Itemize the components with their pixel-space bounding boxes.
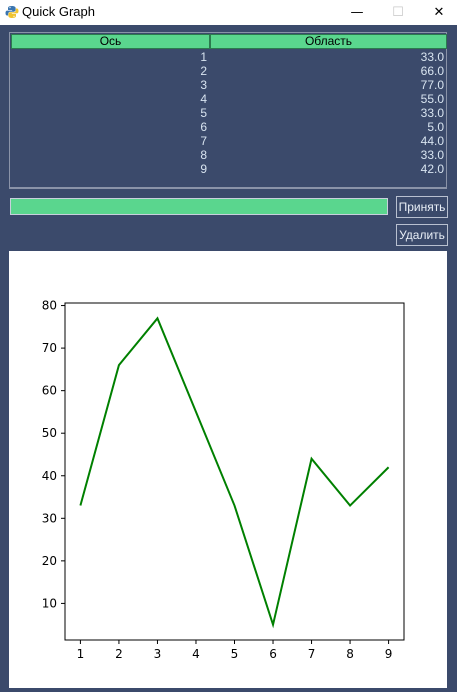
y-tick-label: 20 [42,554,57,568]
y-tick-label: 60 [42,384,57,398]
cell-axis: 7 [200,134,207,148]
cell-area: 66.0 [420,64,444,78]
title-bar: Quick Graph — ☐ ✕ [0,0,457,25]
series-line [79,316,390,629]
table-row[interactable]: 8 33.0 [11,148,444,162]
data-table[interactable]: Ось Область 1 33.0 2 66.0 3 77.0 4 55.0 5 33.0 6 5.… [9,32,447,188]
maximize-icon: ☐ [392,5,404,20]
column-header-area[interactable]: Область [210,34,447,49]
cell-area: 33.0 [420,148,444,162]
cell-axis: 9 [200,162,207,176]
cell-area: 77.0 [420,78,444,92]
delete-button[interactable]: Удалить [396,224,448,246]
table-row[interactable]: 9 42.0 [11,162,444,176]
cell-axis: 3 [200,78,207,92]
cell-axis: 2 [200,64,207,78]
cell-axis: 6 [200,120,207,134]
table-row[interactable]: 5 33.0 [11,106,444,120]
minimize-icon: — [350,5,364,20]
table-row[interactable]: 3 77.0 [11,78,444,92]
window-title: Quick Graph [22,4,95,19]
table-row[interactable]: 7 44.0 [11,134,444,148]
cell-axis: 1 [200,50,207,64]
cell-area: 42.0 [420,162,444,176]
maximize-button: ☐ [378,0,418,25]
x-tick-label: 7 [308,647,316,661]
cell-area: 44.0 [420,134,444,148]
x-tick-label: 8 [346,647,354,661]
x-tick-label: 5 [231,647,239,661]
x-tick-label: 1 [77,647,85,661]
divider [9,188,447,189]
chart-panel: 1 2 3 4 5 6 7 8 9 10 20 30 40 50 60 70 80 [9,251,447,688]
x-tick-label: 3 [154,647,162,661]
y-tick-label: 30 [42,511,57,525]
table-row[interactable]: 4 55.0 [11,92,444,106]
y-tick-label: 10 [42,596,57,610]
cell-axis: 4 [200,92,207,106]
x-tick-label: 6 [269,647,277,661]
accept-button[interactable]: Принять [396,196,448,218]
table-header: Ось Область [11,34,447,49]
x-tick-label: 2 [115,647,123,661]
close-icon: ✕ [433,5,445,20]
table-row[interactable]: 1 33.0 [11,50,444,64]
x-tick-label: 4 [192,647,200,661]
cell-area: 55.0 [420,92,444,106]
cell-area: 5.0 [427,120,444,134]
x-tick-label: 9 [385,647,393,661]
y-tick-label: 50 [42,426,57,440]
y-tick-label: 40 [42,469,57,483]
y-tick-label: 70 [42,341,57,355]
value-input[interactable] [10,198,388,215]
column-header-axis[interactable]: Ось [11,34,210,49]
cell-area: 33.0 [420,106,444,120]
close-button[interactable]: ✕ [419,0,457,25]
python-logo-icon [5,6,19,18]
y-tick-label: 80 [42,299,57,313]
line-chart: 1 2 3 4 5 6 7 8 9 10 20 30 40 50 60 70 80 [42,299,405,661]
cell-axis: 5 [200,106,207,120]
plot-frame [64,302,405,641]
table-row[interactable]: 6 5.0 [11,120,444,134]
cell-area: 33.0 [420,50,444,64]
table-row[interactable]: 2 66.0 [11,64,444,78]
cell-axis: 8 [200,148,207,162]
minimize-button[interactable]: — [337,0,377,25]
